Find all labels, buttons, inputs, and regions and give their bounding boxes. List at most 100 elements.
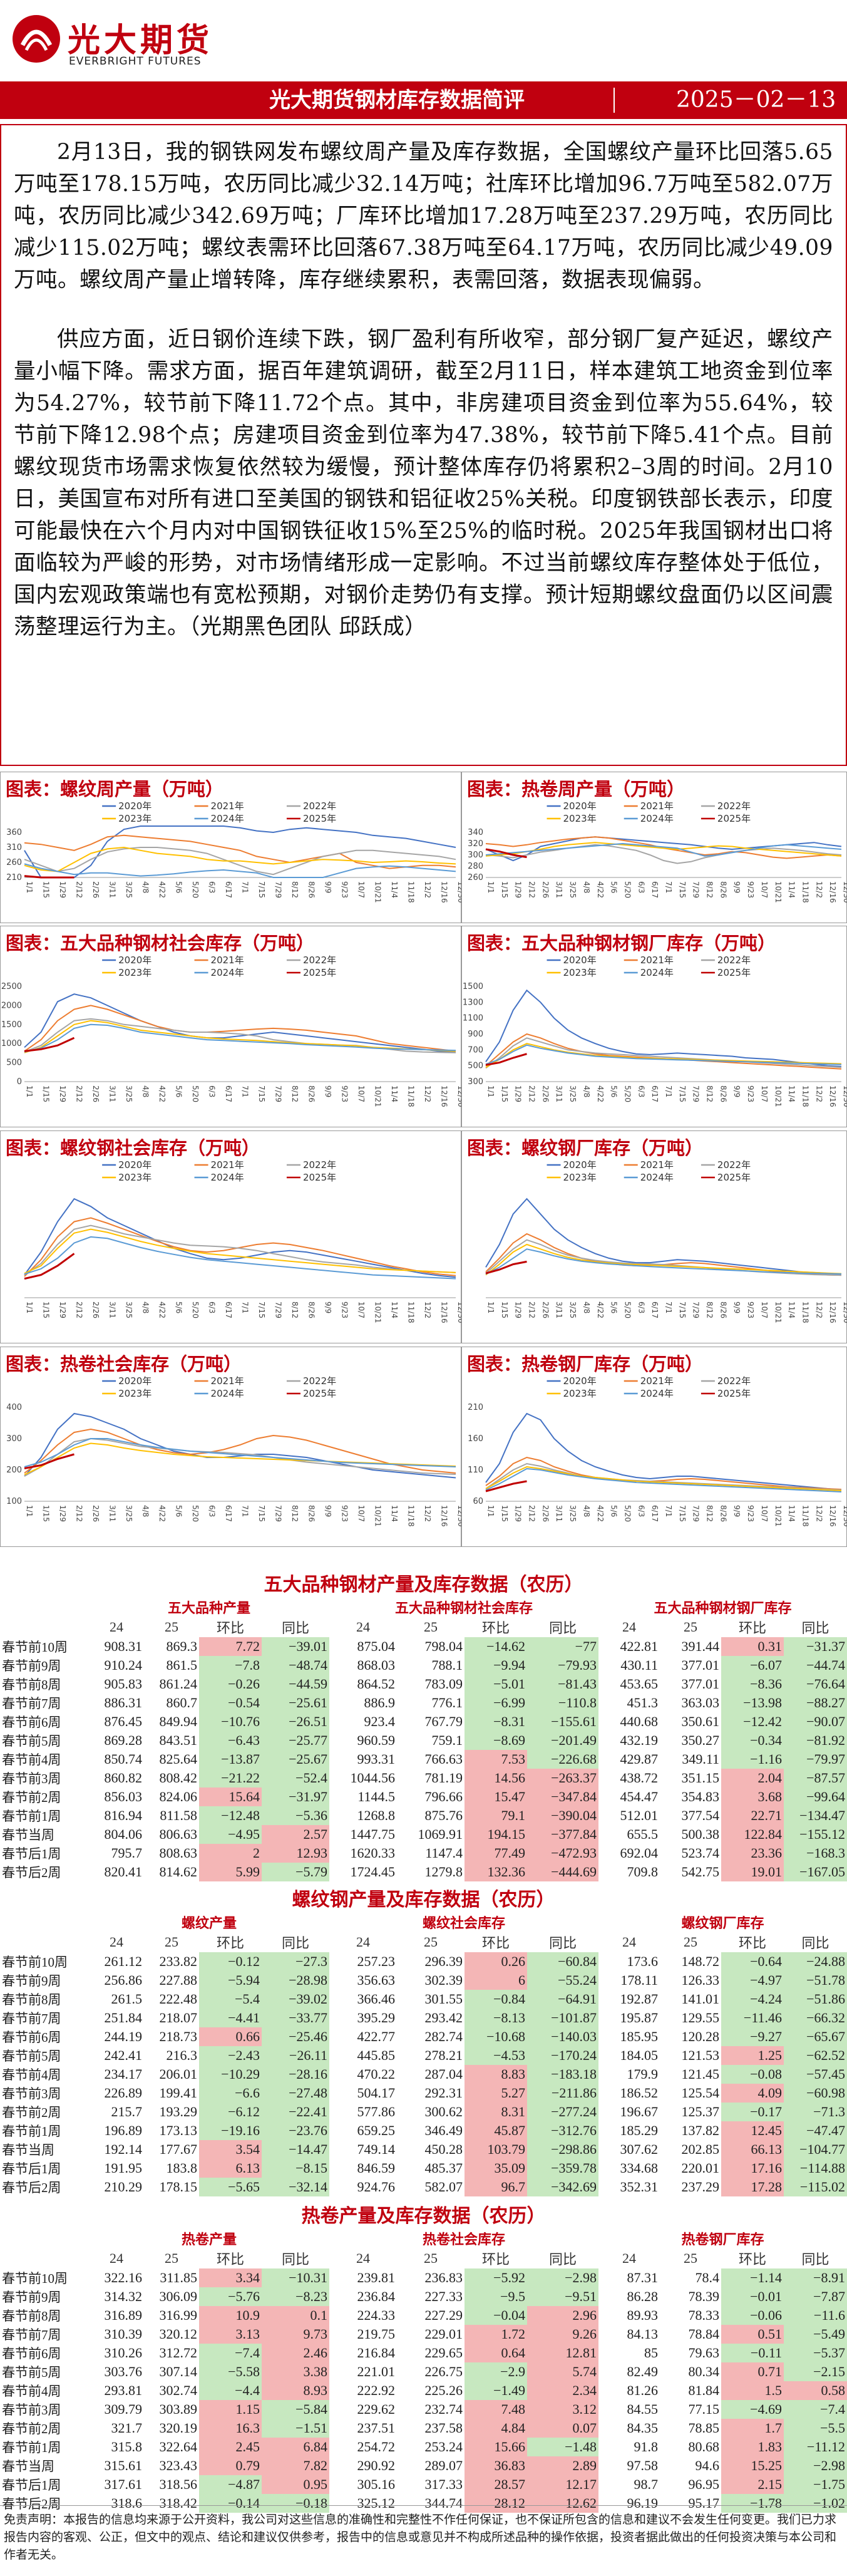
x-tick-label: 8/26 [719, 1085, 727, 1102]
table-cell: 322.64 [159, 2439, 198, 2454]
table-cell: 0.26 [465, 1952, 527, 1971]
y-tick-label: 260 [6, 858, 22, 867]
table-cell: 78.84 [688, 2326, 720, 2342]
row-label: 春节当周 [2, 2143, 54, 2158]
table-cell: 366.46 [357, 1991, 396, 2007]
chart-title: 图表：螺纹钢厂库存（万吨） [467, 1137, 704, 1159]
x-tick-label: 9/9 [324, 881, 332, 893]
x-tick-label: 6/3 [637, 1301, 645, 1313]
y-tick-label: 400 [6, 1403, 22, 1412]
x-tick-label: 3/25 [125, 1301, 133, 1318]
table-cell: 318.42 [159, 2495, 198, 2511]
x-tick-label: 12/2 [814, 1505, 823, 1522]
x-tick-label: 7/29 [692, 881, 701, 898]
row-label: 春节前1周 [2, 2440, 61, 2455]
table-cell: 315.8 [111, 2439, 143, 2454]
x-tick-label: 8/26 [307, 1505, 316, 1522]
chart-title: 图表：螺纹周产量（万吨） [6, 778, 224, 800]
table-cell: −472.93 [527, 1844, 598, 1863]
legend-label-2: 2022年 [717, 1375, 751, 1387]
y-tick-label: 300 [6, 1434, 22, 1444]
table-cell: 314.32 [104, 2289, 143, 2304]
y-tick-label: 360 [6, 828, 22, 837]
table-cell: 0.51 [721, 2325, 784, 2344]
table-cell: 14.56 [465, 1769, 527, 1787]
table-cell: 1268.8 [357, 1808, 396, 1823]
x-tick-label: 5/6 [175, 881, 183, 893]
table-cell: 808.63 [159, 1845, 198, 1861]
table-row: 春节当周 804.06 806.63 −4.95 2.57 1447.75 1069.91 1… [0, 1825, 847, 1844]
x-tick-label: 11/4 [390, 881, 399, 898]
table-cell: 798.04 [424, 1638, 463, 1654]
table-column-header [0, 1932, 89, 1952]
x-tick-label: 9/23 [746, 1301, 755, 1318]
table-cell: −0.01 [721, 2287, 784, 2306]
table-row: 春节前3周 226.89 199.41 −6.6 −27.48 504.17 292.31 5… [0, 2084, 847, 2103]
table-cell: 309.79 [104, 2401, 143, 2417]
legend-label-3: 2023年 [563, 1388, 597, 1399]
x-tick-label: 4/22 [596, 881, 605, 898]
table-cell: 2.89 [527, 2456, 598, 2475]
table-cell: 869.3 [166, 1638, 198, 1654]
x-tick-label: 10/7 [760, 1301, 769, 1318]
x-tick-label: 4/8 [141, 881, 150, 893]
x-tick-label: 11/18 [801, 1505, 809, 1527]
table-cell: 908.31 [104, 1638, 143, 1654]
table-cell: 3.38 [262, 2362, 329, 2381]
legend-label-1: 2021年 [211, 1159, 244, 1171]
table-cell: 0.31 [721, 1637, 784, 1656]
x-tick-label: 8/12 [706, 881, 714, 898]
table-cell: −48.74 [262, 1656, 329, 1675]
table-cell: 429.87 [620, 1751, 659, 1767]
table-cell: 3.13 [199, 2325, 262, 2344]
table-group-header: 五大品种钢材钢厂库存 [654, 1600, 792, 1616]
chart-legend: 2020年 2021年 2022年 2023年 2024年 2025年 [547, 1159, 751, 1183]
x-tick-label: 2/12 [75, 1505, 84, 1522]
table-cell: −25.46 [262, 2027, 329, 2046]
table-cell: −51.86 [784, 1990, 847, 2009]
table-row: 春节后1周 795.7 808.63 2 12.93 1620.33 1147.4 77.49… [0, 1844, 847, 1863]
legend-label-0: 2020年 [118, 1159, 151, 1171]
table-cell: 454.47 [620, 1789, 659, 1804]
table-group-header: 热卷钢厂库存 [681, 2232, 764, 2247]
table-cell: 806.63 [159, 1826, 198, 1842]
legend-label-5: 2025年 [303, 967, 336, 978]
table-cell: 0.71 [721, 2362, 784, 2381]
x-tick-label: 10/7 [760, 881, 769, 898]
table-cell: 206.01 [159, 2066, 198, 2082]
x-tick-label: 12/2 [423, 1505, 432, 1522]
table-column-header: 同比 [281, 1620, 309, 1636]
x-tick-label: 6/3 [208, 881, 217, 893]
table-cell: 17.16 [721, 2159, 784, 2178]
x-tick-label: 7/15 [257, 1505, 266, 1522]
x-tick-label: 7/1 [241, 1505, 250, 1517]
line-chart: 2020年 2021年 2022年 2023年 2024年 2025年 1/1 1/15 1/2… [24, 1159, 462, 1323]
legend-label-2: 2022年 [717, 954, 751, 966]
x-tick-label: 10/7 [357, 881, 366, 898]
chart-panel-4: 图表：五大品种钢材钢厂库存（万吨） 2020年 2021年 2022年 2023年 202… [461, 926, 847, 1127]
table-cell: −21.22 [199, 1769, 262, 1787]
series-line-2020年 [24, 1412, 456, 1479]
x-tick-label: 5/20 [623, 1301, 632, 1318]
table-column-header: 环比 [481, 1620, 510, 1636]
series-line-2021年 [24, 1428, 456, 1474]
table-cell: 210.29 [104, 2179, 143, 2195]
table-cell: 307.14 [159, 2364, 198, 2379]
table-cell: −5.84 [262, 2400, 329, 2419]
table-cell: 861.5 [166, 1657, 198, 1673]
table-cell: 875.04 [357, 1638, 396, 1654]
table-cell: 869.28 [104, 1732, 143, 1748]
table-cell: −0.06 [721, 2306, 784, 2325]
x-tick-label: 10/7 [357, 1301, 366, 1318]
table-column-header: 25 [165, 1934, 178, 1950]
table-cell: 129.55 [681, 2010, 720, 2025]
table-cell: 10.9 [199, 2306, 262, 2325]
row-label: 春节前5周 [2, 2049, 61, 2064]
table-column-header: 24 [110, 1934, 123, 1950]
x-tick-label: 11/18 [801, 1085, 809, 1107]
table-cell: 0.58 [784, 2381, 847, 2400]
legend-label-1: 2021年 [640, 800, 674, 812]
x-tick-label: 10/7 [760, 1505, 769, 1522]
table-cell: 5.74 [527, 2362, 598, 2381]
table-cell: 0.79 [199, 2456, 262, 2475]
